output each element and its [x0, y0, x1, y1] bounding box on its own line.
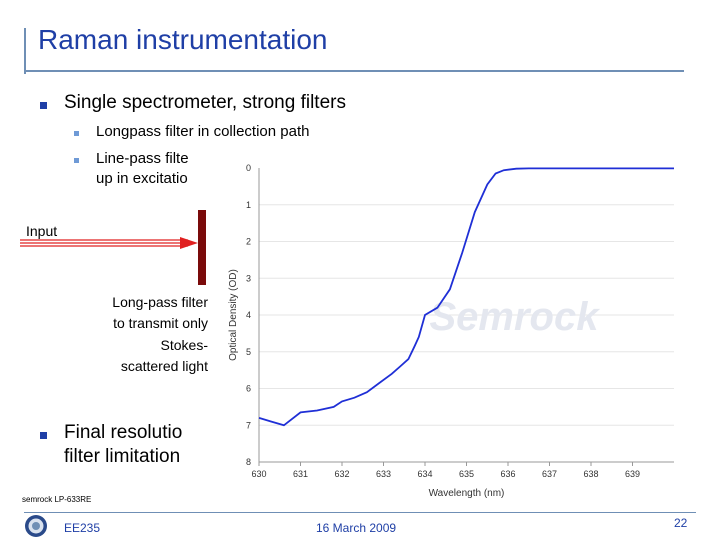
bullet-marker	[40, 102, 47, 109]
filter-caption-2: to transmit only	[113, 315, 208, 331]
filter-caption-1: Long-pass filter	[112, 294, 208, 310]
beam-arrowhead	[180, 237, 198, 249]
y-tick-label: 8	[246, 457, 251, 467]
y-tick-label: 0	[246, 163, 251, 173]
footer-divider	[24, 512, 696, 513]
bullet-1: Single spectrometer, strong filters	[64, 92, 346, 113]
x-tick-label: 636	[500, 469, 515, 479]
x-axis-label: Wavelength (nm)	[429, 488, 505, 499]
longpass-filter	[198, 210, 206, 285]
filter-caption-4: scattered light	[120, 358, 208, 374]
sub-bullet-2-line2: up in excitatio	[96, 170, 188, 187]
y-tick-label: 2	[246, 237, 251, 247]
y-tick-label: 6	[246, 384, 251, 394]
x-tick-label: 639	[625, 469, 640, 479]
slide-title: Raman instrumentation	[38, 24, 328, 55]
sub-bullet-1: Longpass filter in collection path	[96, 123, 310, 140]
title-accent-vertical	[24, 28, 26, 74]
footer-course: EE235	[64, 521, 101, 535]
x-tick-label: 638	[583, 469, 598, 479]
university-seal-icon	[25, 515, 47, 537]
sub-bullet-marker	[74, 131, 79, 136]
od-chart: 0 1 2 3 4 5 6 7 8 630 631 632 633 634 635 636 637 638 639 S…	[212, 152, 704, 510]
bullet-2: Final resolutio	[64, 422, 183, 443]
y-tick-label: 5	[246, 347, 251, 357]
watermark-logo: Semrock	[430, 295, 601, 339]
x-tick-label: 635	[459, 469, 474, 479]
x-tick-label: 634	[417, 469, 432, 479]
y-tick-label: 1	[246, 200, 251, 210]
sub-bullet-marker	[74, 158, 79, 163]
x-tick-label: 631	[293, 469, 308, 479]
y-tick-label: 7	[246, 420, 251, 430]
input-label: Input	[26, 223, 58, 239]
bullet-marker	[40, 432, 47, 439]
y-axis-label: Optical Density (OD)	[228, 269, 239, 361]
footer-date: 16 March 2009	[316, 521, 397, 535]
sub-bullet-2: Line-pass filte	[96, 150, 189, 167]
od-curve-line	[258, 167, 674, 427]
y-tick-label: 3	[246, 273, 251, 283]
x-tick-label: 630	[251, 469, 266, 479]
title-underline	[24, 70, 684, 72]
y-tick-label: 4	[246, 310, 251, 320]
filter-caption-3: Stokes-	[160, 337, 208, 353]
footer-page-number: 22	[674, 516, 688, 530]
x-tick-label: 633	[376, 469, 391, 479]
bullet-2-line2: filter limitation	[64, 446, 181, 467]
source-note: semrock LP-633RE	[22, 495, 92, 504]
x-tick-label: 632	[334, 469, 349, 479]
x-tick-label: 637	[542, 469, 557, 479]
input-beam	[20, 237, 198, 249]
